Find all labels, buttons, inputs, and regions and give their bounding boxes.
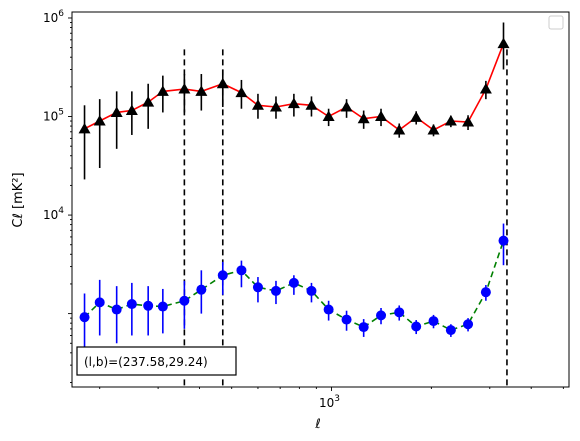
data-point-s1-22 xyxy=(444,115,457,126)
annotation-box: (l,b)=(237.58,29.24) xyxy=(76,346,237,376)
data-point-s1-8 xyxy=(195,85,208,96)
legend-box xyxy=(548,15,564,30)
data-point-s2-16 xyxy=(341,314,352,325)
data-point-s1-10 xyxy=(235,86,248,98)
data-point-s2-15 xyxy=(323,304,334,315)
data-point-s2-11 xyxy=(252,282,263,293)
data-point-s2-8 xyxy=(196,284,207,295)
data-point-s2-19 xyxy=(394,307,405,318)
data-point-s2-18 xyxy=(376,310,387,321)
data-point-s1-18 xyxy=(375,110,388,122)
data-point-s1-9 xyxy=(216,77,229,89)
axis-layer: 104 105 106 103 xyxy=(43,9,564,410)
data-point-s2-23 xyxy=(463,319,474,330)
data-point-s1-7 xyxy=(178,83,191,94)
plot-layer xyxy=(78,22,510,387)
data-point-s2-10 xyxy=(236,265,247,276)
data-point-s2-3 xyxy=(111,304,122,315)
data-point-s2-6 xyxy=(157,301,168,312)
y-tick-label-2: 105 xyxy=(43,108,64,124)
data-point-s1-24 xyxy=(479,83,492,94)
data-point-s2-20 xyxy=(411,321,422,332)
data-point-s1-21 xyxy=(427,123,440,135)
data-point-s1-3 xyxy=(110,106,123,117)
data-point-s2-12 xyxy=(270,285,281,296)
data-point-s1-5 xyxy=(142,96,155,107)
data-point-s1-4 xyxy=(125,104,138,116)
y-axis-label: Cℓ [mK²] xyxy=(11,172,26,227)
data-point-s2-9 xyxy=(217,270,228,281)
axes-frame xyxy=(71,11,570,388)
annotation-text: (l,b)=(237.58,29.24) xyxy=(84,355,208,369)
series-line-1 xyxy=(84,43,505,131)
y-tick-label-3: 106 xyxy=(43,9,64,25)
data-point-s2-17 xyxy=(358,322,369,333)
data-point-s2-1 xyxy=(79,312,90,323)
data-point-s2-22 xyxy=(445,325,456,336)
data-point-s2-4 xyxy=(126,299,137,310)
x-axis-label: ℓ xyxy=(314,417,320,432)
data-point-s1-11 xyxy=(251,99,264,110)
data-point-s1-14 xyxy=(305,99,318,110)
data-point-s1-19 xyxy=(393,123,406,135)
data-point-s2-2 xyxy=(94,297,105,308)
data-point-s1-13 xyxy=(287,97,300,109)
data-point-s2-24 xyxy=(480,287,491,298)
data-point-s1-20 xyxy=(410,111,423,122)
data-point-s1-15 xyxy=(322,110,335,122)
y-tick-label-1: 104 xyxy=(43,206,64,222)
data-point-s2-25 xyxy=(498,235,509,246)
data-point-s1-6 xyxy=(156,85,169,96)
data-point-s1-17 xyxy=(357,112,370,124)
data-point-s1-12 xyxy=(269,100,282,112)
data-point-s1-16 xyxy=(340,100,353,112)
data-point-s1-1 xyxy=(78,122,91,134)
x-tick-label-1: 103 xyxy=(319,394,340,410)
data-point-s1-25 xyxy=(497,37,510,49)
data-point-s2-5 xyxy=(143,300,154,311)
data-point-s1-23 xyxy=(462,115,475,127)
data-point-s2-21 xyxy=(428,316,439,327)
data-point-s2-7 xyxy=(179,295,190,306)
data-point-s1-2 xyxy=(93,115,106,126)
data-point-s2-14 xyxy=(306,285,317,296)
data-point-s2-13 xyxy=(288,277,299,288)
